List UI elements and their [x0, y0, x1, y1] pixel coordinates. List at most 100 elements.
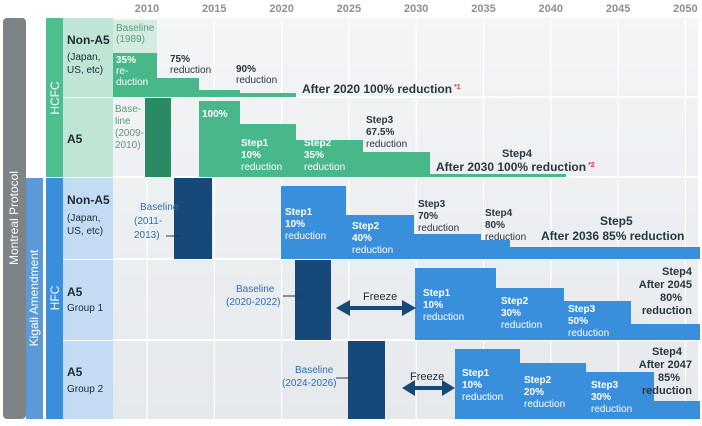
- hfc-a5-g2-step4-title: Step4: [652, 346, 683, 358]
- hcfc-non-a5-final: After 2020 100% reduction *1: [302, 82, 461, 96]
- hfc-a5-g1-step1-label: reduction: [423, 312, 464, 323]
- hfc-a5-g2-baseline-1: Baseline: [295, 365, 334, 376]
- year-axis: 2010 2015 2020 2025 2030 2035 2040 2045 2050: [135, 3, 698, 15]
- hcfc-a5-baseline-1: Base-: [115, 104, 141, 115]
- hfc-a5-g1-freeze-label: Freeze: [363, 291, 397, 303]
- row-title-hcfc-non-a5: Non-A5: [67, 33, 110, 47]
- hfc-a5-g1-step-bars: [415, 268, 700, 340]
- year-label-2025: 2025: [337, 3, 361, 15]
- hfc-a5-g1-steps: [283, 260, 700, 340]
- hfc-a5-g1-baseline-1: Baseline: [236, 284, 275, 295]
- row-subtitle-hfc-non-a5-1: (Japan,: [67, 213, 100, 224]
- hfc-a5-g1-step4-title: Step4: [662, 266, 693, 278]
- hfc-non-a5-step1-pct: 10%: [285, 219, 305, 230]
- hcfc-label: HCFC: [48, 81, 62, 115]
- hfc-non-a5-step2-pct: 40%: [352, 233, 372, 244]
- row-subtitle-hfc-a5-g2: Group 2: [67, 384, 104, 395]
- hfc-band: [46, 178, 63, 419]
- hfc-a5-g2-freeze-label: Freeze: [410, 371, 444, 383]
- montreal-protocol-label: Montreal Protocol: [7, 171, 21, 265]
- hcfc-a5-baseline-2: line: [115, 116, 131, 127]
- hcfc-a5-baseline-3: (2009-: [115, 128, 144, 139]
- hfc-non-a5-step2-title: Step2: [352, 221, 380, 232]
- hcfc-non-a5-steps: [113, 20, 296, 97]
- hfc-a5-g2-step-bars: [455, 349, 700, 419]
- hcfc-non-a5-final-text: After 2020 100% reduction: [302, 82, 452, 96]
- hfc-label: HFC: [48, 285, 62, 310]
- hfc-non-a5-steps: [166, 178, 700, 259]
- hfc-a5-g2-step4-pct: 85%: [658, 372, 680, 384]
- hfc-non-a5-step-bars: [281, 186, 700, 259]
- hcfc-a5-step-bars: [199, 101, 566, 177]
- hfc-non-a5-step2-label: reduction: [352, 245, 393, 256]
- hfc-a5-g2-step3-title: Step3: [591, 380, 619, 391]
- year-label-2010: 2010: [135, 3, 159, 15]
- hcfc-non-a5-baseline-2: (1989): [116, 34, 145, 45]
- hfc-non-a5-baseline-bar: [174, 178, 212, 259]
- hfc-a5-g1-step3-label: reduction: [568, 328, 609, 339]
- year-label-2035: 2035: [471, 3, 495, 15]
- kigali-amendment-label: Kigali Amendment: [27, 249, 41, 346]
- hfc-a5-g1-step4-after: After 2045: [639, 279, 692, 291]
- row-label-bg-hfc-a5-g1: [63, 260, 113, 340]
- kigali-amendment-band: [26, 178, 43, 419]
- hcfc-non-a5-note: *1: [454, 84, 461, 91]
- hfc-a5-g2-step4-after: After 2047: [639, 359, 692, 371]
- year-label-2040: 2040: [539, 3, 563, 15]
- row-label-bg-hfc-a5-g2: [63, 341, 113, 419]
- year-label-2050: 2050: [673, 3, 697, 15]
- hfc-a5-g2-baseline-2: (2024-2026): [282, 378, 336, 389]
- hfc-non-a5-step5-title: Step5: [600, 214, 633, 228]
- hfc-non-a5-step3-title: Step3: [418, 199, 446, 210]
- hfc-a5-g2-step1-label: reduction: [462, 392, 503, 403]
- hcfc-non-a5-35-pct: 35%: [116, 55, 136, 66]
- hfc-non-a5-step3-pct: 70%: [418, 211, 438, 222]
- hfc-non-a5-baseline-1: Baseline: [140, 202, 179, 213]
- hcfc-non-a5-35-l2: re-: [116, 66, 128, 77]
- hcfc-non-a5-35-l3: duction: [116, 77, 148, 88]
- row-subtitle-hcfc-non-a5-1: (Japan,: [67, 52, 100, 63]
- hfc-a5-g1-freeze-arrow: [336, 300, 416, 316]
- hcfc-non-a5-baseline-area: [113, 20, 157, 53]
- hcfc-non-a5-90-l2: reduction: [236, 75, 277, 86]
- hfc-a5-g2-step2-title: Step2: [524, 375, 552, 386]
- hcfc-band: [46, 18, 63, 177]
- row-subtitle-hfc-non-a5-2: US, etc): [67, 226, 103, 237]
- hfc-a5-g1-step4-label: reduction: [642, 305, 692, 317]
- hfc-a5-g1-step1-title: Step1: [423, 288, 451, 299]
- hcfc-a5-step1-pct: 10%: [241, 150, 261, 161]
- hcfc-a5-note: *2: [588, 162, 595, 169]
- montreal-protocol-band: [3, 18, 26, 419]
- hfc-a5-g1-step2-label: reduction: [501, 320, 542, 331]
- hcfc-a5-step2-pct: 35%: [304, 150, 324, 161]
- hcfc-a5-step3-pct: 67.5%: [366, 127, 394, 138]
- hcfc-a5-step1-label: reduction: [241, 162, 282, 173]
- hfc-a5-g2-step1-pct: 10%: [462, 380, 482, 391]
- year-label-2045: 2045: [606, 3, 630, 15]
- hcfc-a5-step4-title: Step4: [502, 148, 533, 160]
- hcfc-non-a5-75-l2: reduction: [170, 65, 211, 76]
- row-subtitle-hcfc-non-a5-2: US, etc): [67, 65, 103, 76]
- hcfc-a5-step3-title: Step3: [366, 115, 394, 126]
- year-label-2020: 2020: [269, 3, 293, 15]
- hfc-a5-g2-steps: [336, 341, 700, 419]
- hfc-a5-g2-baseline-bar: [348, 341, 385, 419]
- row-title-hfc-non-a5: Non-A5: [67, 193, 110, 207]
- hfc-non-a5-step4-title: Step4: [485, 208, 513, 219]
- hfc-non-a5-step1-label: reduction: [285, 231, 326, 242]
- hcfc-a5-final: After 2030 100% reduction *2: [436, 160, 595, 174]
- hcfc-non-a5-90-pct: 90%: [236, 64, 256, 75]
- hfc-a5-g2-step3-pct: 30%: [591, 392, 611, 403]
- hcfc-a5-100-pct: 100%: [202, 109, 228, 120]
- hcfc-a5-step2-title: Step2: [304, 138, 332, 149]
- hcfc-a5-baseline-bar: [145, 98, 171, 177]
- hfc-a5-g2-step3-label: reduction: [591, 404, 632, 415]
- hfc-non-a5-baseline-3: 2013): [134, 230, 160, 241]
- row-label-bg-hfc-non-a5: [63, 178, 113, 259]
- hfc-non-a5-step4-label: reduction: [485, 232, 526, 243]
- hcfc-a5-step3-label: reduction: [366, 139, 407, 150]
- hfc-a5-g2-step4-label: reduction: [642, 385, 692, 397]
- hfc-a5-g1-step2-title: Step2: [501, 296, 529, 307]
